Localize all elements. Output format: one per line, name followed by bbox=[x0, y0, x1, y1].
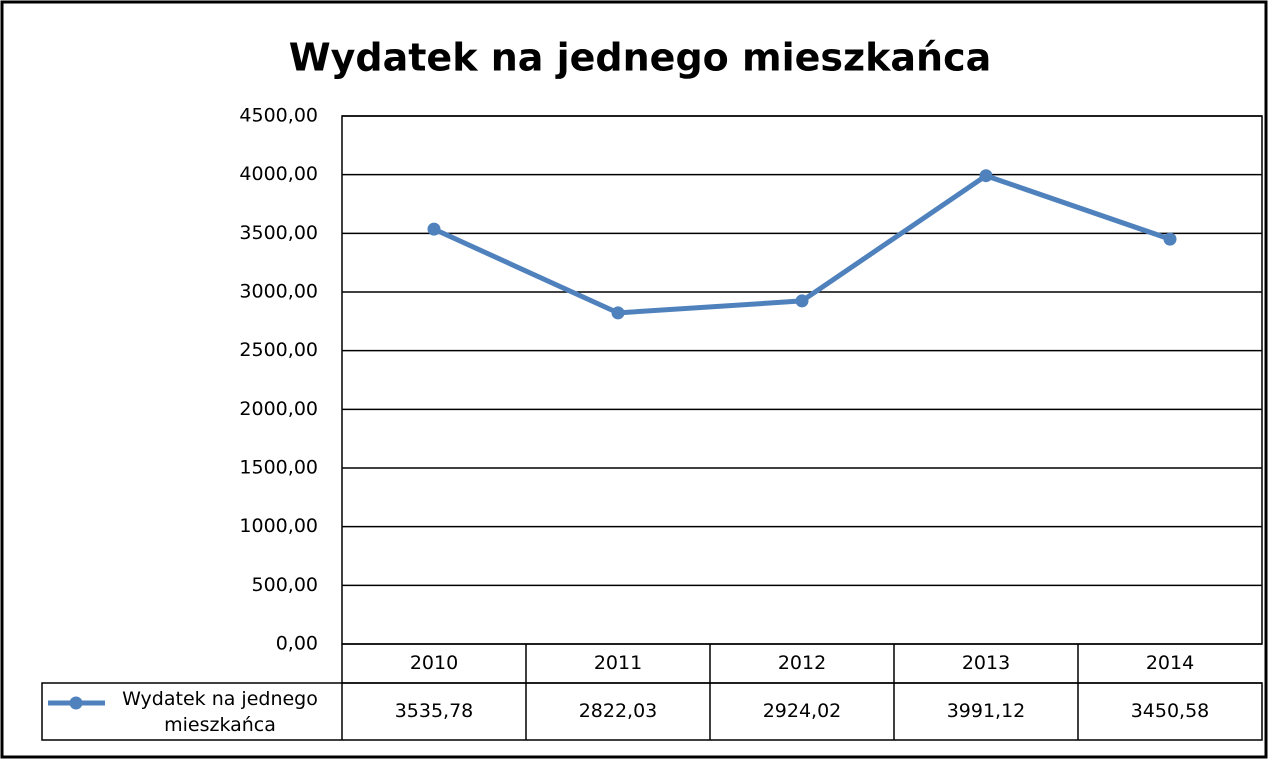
data-point bbox=[427, 222, 441, 236]
table-value: 2822,03 bbox=[579, 700, 658, 722]
table-value: 2924,02 bbox=[763, 700, 842, 722]
table-row bbox=[41, 682, 1263, 741]
y-tick-label: 4500,00 bbox=[239, 105, 318, 127]
y-tick-label: 0,00 bbox=[276, 633, 318, 655]
data-point bbox=[611, 306, 625, 320]
x-tick-label: 2013 bbox=[962, 652, 1010, 674]
y-tick-label: 2000,00 bbox=[239, 398, 318, 420]
chart-title: Wydatek na jednego mieszkańca bbox=[289, 36, 992, 80]
data-point bbox=[979, 169, 993, 183]
table-value: 3991,12 bbox=[947, 700, 1026, 722]
y-tick-label: 4000,00 bbox=[239, 163, 318, 185]
legend-marker bbox=[69, 696, 83, 710]
x-tick-label: 2011 bbox=[594, 652, 642, 674]
y-tick-label: 2500,00 bbox=[239, 339, 318, 361]
table-value: 3535,78 bbox=[395, 700, 474, 722]
data-point bbox=[795, 294, 809, 308]
table-value: 3450,58 bbox=[1131, 700, 1210, 722]
data-point bbox=[1163, 232, 1177, 246]
legend-label: Wydatek na jednego mieszkańca bbox=[122, 688, 318, 736]
y-tick-label: 1000,00 bbox=[239, 515, 318, 537]
y-tick-label: 3500,00 bbox=[239, 222, 318, 244]
y-tick-label: 3000,00 bbox=[239, 281, 318, 303]
y-tick-label: 500,00 bbox=[252, 574, 318, 596]
x-tick-label: 2012 bbox=[778, 652, 826, 674]
y-tick-label: 1500,00 bbox=[239, 457, 318, 479]
x-tick-label: 2010 bbox=[410, 652, 458, 674]
x-tick-label: 2014 bbox=[1146, 652, 1194, 674]
legend-box: Wydatek na jednego mieszkańca bbox=[122, 688, 318, 736]
